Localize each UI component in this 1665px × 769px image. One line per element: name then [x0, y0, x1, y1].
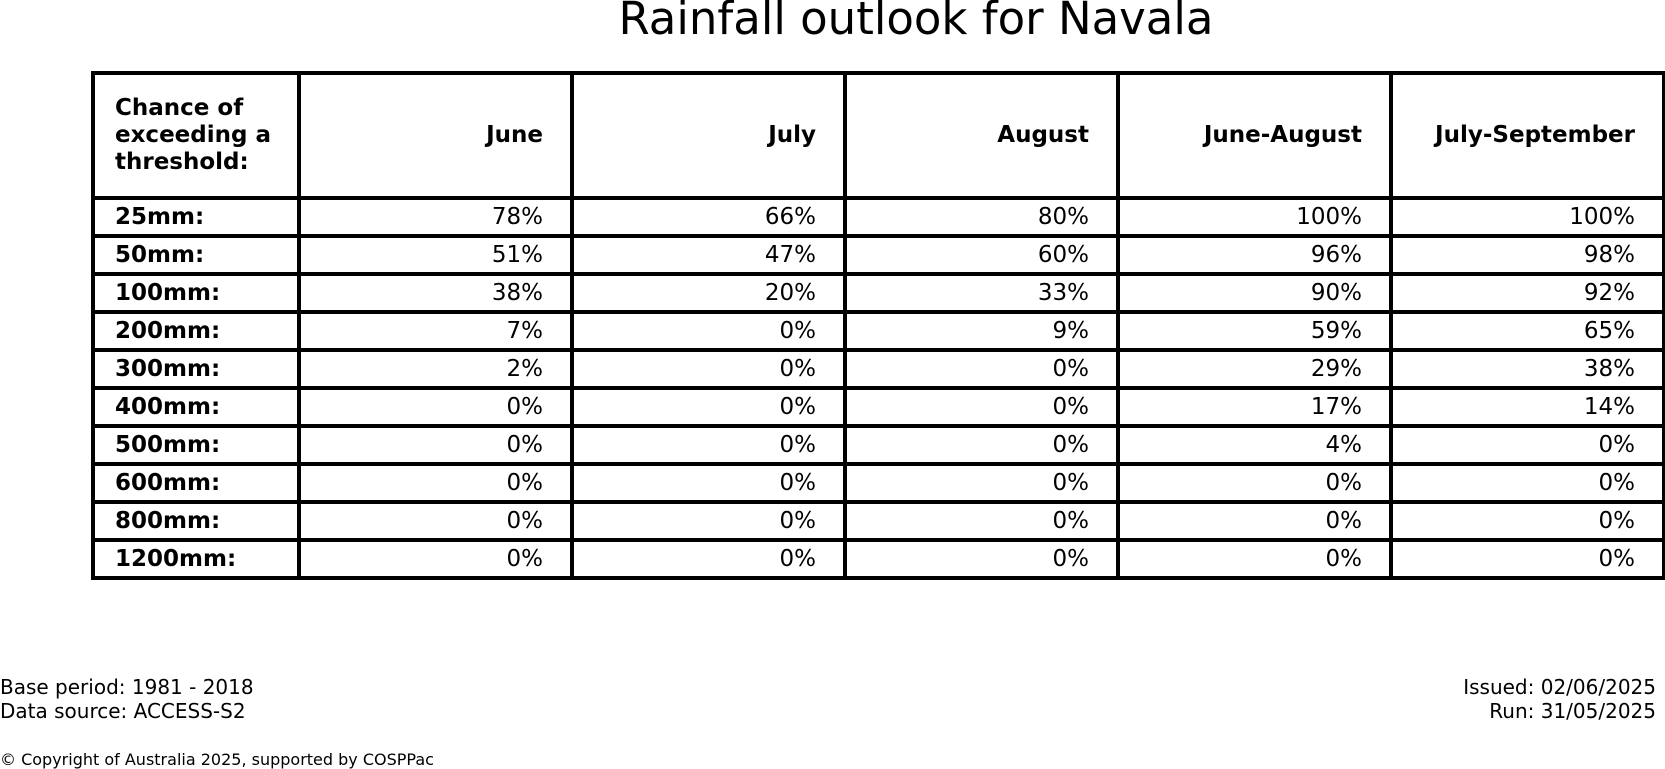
probability-cell: 29% — [1116, 348, 1393, 390]
table-row: 300mm: 2% 0% 0% 29% 38% — [91, 348, 1665, 390]
probability-cell: 4% — [1116, 424, 1393, 466]
probability-cell: 0% — [297, 538, 574, 580]
probability-cell: 96% — [1116, 234, 1393, 276]
probability-cell: 0% — [570, 310, 847, 352]
column-header: June — [297, 71, 574, 200]
probability-cell: 0% — [843, 538, 1120, 580]
probability-cell: 7% — [297, 310, 574, 352]
probability-cell: 65% — [1389, 310, 1665, 352]
probability-cell: 2% — [297, 348, 574, 390]
table-row: 1200mm: 0% 0% 0% 0% 0% — [91, 538, 1665, 580]
probability-cell: 60% — [843, 234, 1120, 276]
probability-cell: 0% — [570, 538, 847, 580]
probability-cell: 100% — [1389, 196, 1665, 238]
probability-cell: 80% — [843, 196, 1120, 238]
probability-cell: 0% — [843, 500, 1120, 542]
table-row: 500mm: 0% 0% 0% 4% 0% — [91, 424, 1665, 466]
chart-title: Rainfall outlook for Navala — [618, 0, 1214, 45]
footer-right: Issued: 02/06/2025 Run: 31/05/2025 — [1463, 675, 1656, 723]
probability-cell: 9% — [843, 310, 1120, 352]
probability-cell: 0% — [1116, 538, 1393, 580]
threshold-label: 400mm: — [91, 386, 301, 428]
probability-cell: 92% — [1389, 272, 1665, 314]
column-header: July-September — [1389, 71, 1665, 200]
probability-cell: 0% — [1389, 500, 1665, 542]
probability-cell: 0% — [843, 424, 1120, 466]
probability-cell: 14% — [1389, 386, 1665, 428]
probability-cell: 66% — [570, 196, 847, 238]
probability-cell: 0% — [1389, 462, 1665, 504]
probability-cell: 0% — [1116, 462, 1393, 504]
probability-cell: 98% — [1389, 234, 1665, 276]
probability-cell: 78% — [297, 196, 574, 238]
issued-date: Issued: 02/06/2025 — [1463, 675, 1656, 699]
probability-cell: 17% — [1116, 386, 1393, 428]
data-source: Data source: ACCESS-S2 — [0, 699, 246, 723]
threshold-label: 200mm: — [91, 310, 301, 352]
probability-cell: 0% — [570, 500, 847, 542]
probability-cell: 0% — [297, 462, 574, 504]
probability-cell: 0% — [843, 462, 1120, 504]
threshold-label: 100mm: — [91, 272, 301, 314]
probability-cell: 47% — [570, 234, 847, 276]
probability-cell: 0% — [570, 386, 847, 428]
rainfall-outlook-table: Chance of exceeding a threshold: June Jul… — [91, 71, 1665, 580]
table-row: 800mm: 0% 0% 0% 0% 0% — [91, 500, 1665, 542]
table-row: 600mm: 0% 0% 0% 0% 0% — [91, 462, 1665, 504]
threshold-label: 1200mm: — [91, 538, 301, 580]
probability-cell: 0% — [297, 500, 574, 542]
probability-cell: 38% — [1389, 348, 1665, 390]
column-header: June-August — [1116, 71, 1393, 200]
threshold-label: 25mm: — [91, 196, 301, 238]
probability-cell: 51% — [297, 234, 574, 276]
probability-cell: 0% — [1389, 424, 1665, 466]
probability-cell: 100% — [1116, 196, 1393, 238]
run-date: Run: 31/05/2025 — [1489, 699, 1656, 723]
table-row: 25mm: 78% 66% 80% 100% 100% — [91, 196, 1665, 238]
probability-cell: 0% — [570, 462, 847, 504]
copyright-notice: © Copyright of Australia 2025, supported… — [0, 750, 434, 769]
base-period: Base period: 1981 - 2018 — [0, 675, 254, 699]
threshold-label: 800mm: — [91, 500, 301, 542]
probability-cell: 33% — [843, 272, 1120, 314]
probability-cell: 0% — [1389, 538, 1665, 580]
probability-cell: 0% — [1116, 500, 1393, 542]
table-body: 25mm: 78% 66% 80% 100% 100% 50mm: 51% 47% 60% 96% 9… — [91, 196, 1665, 580]
probability-cell: 0% — [570, 424, 847, 466]
column-header: August — [843, 71, 1120, 200]
threshold-label: 500mm: — [91, 424, 301, 466]
probability-cell: 0% — [843, 348, 1120, 390]
probability-cell: 0% — [570, 348, 847, 390]
probability-cell: 0% — [297, 386, 574, 428]
table-row: 400mm: 0% 0% 0% 17% 14% — [91, 386, 1665, 428]
probability-cell: 90% — [1116, 272, 1393, 314]
footer-left: Base period: 1981 - 2018 Data source: AC… — [0, 675, 254, 723]
threshold-label: 600mm: — [91, 462, 301, 504]
probability-cell: 0% — [843, 386, 1120, 428]
table-header-row: Chance of exceeding a threshold: June Jul… — [91, 71, 1665, 200]
column-header: July — [570, 71, 847, 200]
table-row: 50mm: 51% 47% 60% 96% 98% — [91, 234, 1665, 276]
corner-header: Chance of exceeding a threshold: — [91, 71, 301, 200]
threshold-label: 300mm: — [91, 348, 301, 390]
probability-cell: 20% — [570, 272, 847, 314]
probability-cell: 38% — [297, 272, 574, 314]
probability-cell: 59% — [1116, 310, 1393, 352]
probability-cell: 0% — [297, 424, 574, 466]
table-row: 100mm: 38% 20% 33% 90% 92% — [91, 272, 1665, 314]
table-row: 200mm: 7% 0% 9% 59% 65% — [91, 310, 1665, 352]
threshold-label: 50mm: — [91, 234, 301, 276]
